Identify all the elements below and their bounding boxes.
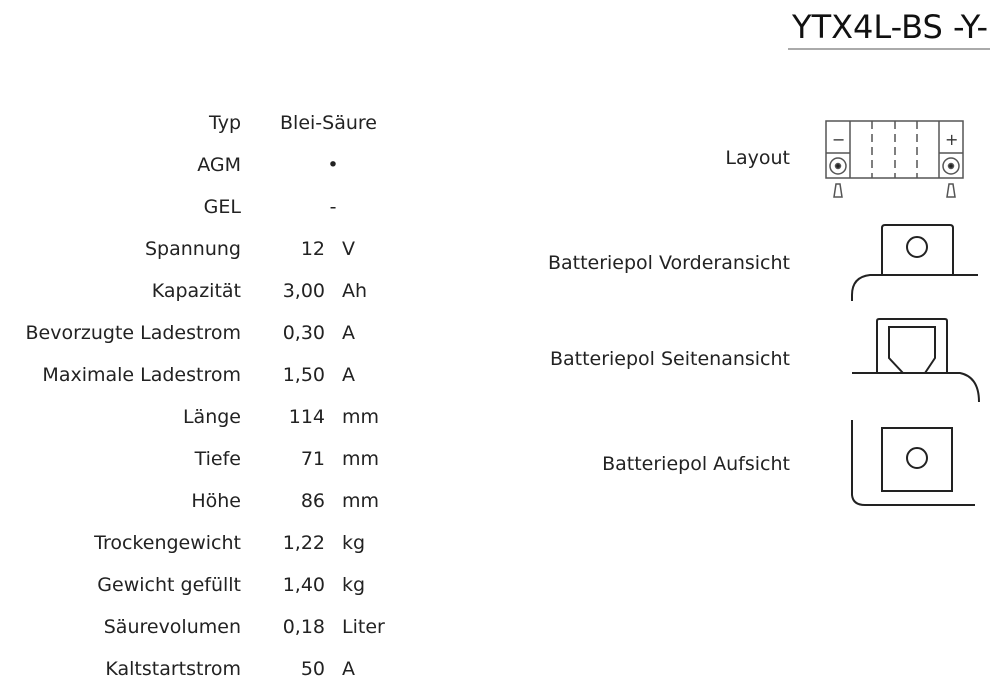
spec-unit: A — [342, 322, 355, 344]
battery-layout-icon: − + — [825, 120, 964, 198]
plus-sign: + — [945, 130, 958, 149]
spec-label: Trockengewicht — [94, 532, 241, 554]
terminal-side-view-icon — [852, 318, 980, 403]
spec-unit: Liter — [342, 616, 385, 638]
spec-value: - — [329, 196, 337, 218]
spec-unit: V — [342, 238, 355, 260]
spec-label: Maximale Ladestrom — [42, 364, 241, 386]
spec-row: Gewicht gefüllt 1,40 kg — [0, 564, 420, 606]
spec-unit: mm — [342, 406, 380, 428]
layout-label: Layout — [725, 147, 790, 169]
spec-unit: mm — [342, 490, 380, 512]
spec-unit: kg — [342, 532, 366, 554]
spec-value: 1,50 — [282, 364, 325, 386]
side-view-label: Batteriepol Seitenansicht — [549, 348, 790, 370]
spec-row: Bevorzugte Ladestrom 0,30 A — [0, 312, 420, 354]
spec-value: 50 — [300, 658, 325, 680]
spec-label: Höhe — [191, 490, 241, 512]
spec-row: Maximale Ladestrom 1,50 A — [0, 354, 420, 396]
spec-label: Kaltstartstrom — [105, 658, 241, 680]
spec-value: 71 — [300, 448, 325, 470]
spec-label: Kapazität — [151, 280, 241, 302]
spec-row: Typ Blei-Säure — [0, 102, 420, 144]
spec-value: • — [327, 154, 339, 176]
spec-value: Blei-Säure — [280, 112, 377, 134]
spec-label: GEL — [203, 196, 241, 218]
spec-label: Tiefe — [194, 448, 241, 470]
spec-unit: A — [342, 364, 355, 386]
spec-label: Bevorzugte Ladestrom — [25, 322, 241, 344]
terminal-top-view-icon — [851, 420, 975, 506]
spec-row: Höhe 86 mm — [0, 480, 420, 522]
spec-row: Spannung 12 V — [0, 228, 420, 270]
spec-value: 3,00 — [282, 280, 325, 302]
spec-label: Gewicht gefüllt — [97, 574, 241, 596]
product-title: YTX4L-BS -Y- — [788, 8, 990, 50]
spec-row: AGM • — [0, 144, 420, 186]
spec-label: AGM — [197, 154, 241, 176]
spec-value: 1,22 — [282, 532, 325, 554]
spec-value: 0,18 — [282, 616, 325, 638]
spec-row: Tiefe 71 mm — [0, 438, 420, 480]
spec-value: 0,30 — [282, 322, 325, 344]
spec-row: Säurevolumen 0,18 Liter — [0, 606, 420, 648]
minus-sign: − — [832, 130, 845, 149]
spec-value: 86 — [300, 490, 325, 512]
top-view-label: Batteriepol Aufsicht — [602, 453, 790, 475]
spec-row: Kaltstartstrom 50 A — [0, 648, 420, 690]
spec-row: Trockengewicht 1,22 kg — [0, 522, 420, 564]
front-view-label: Batteriepol Vorderansicht — [547, 252, 790, 274]
spec-row: Kapazität 3,00 Ah — [0, 270, 420, 312]
spec-label: Länge — [182, 406, 241, 428]
spec-unit: mm — [342, 448, 380, 470]
spec-row: Länge 114 mm — [0, 396, 420, 438]
spec-label: Spannung — [145, 238, 241, 260]
spec-value: 114 — [288, 406, 325, 428]
spec-unit: kg — [342, 574, 366, 596]
spec-unit: A — [342, 658, 355, 680]
spec-value: 12 — [300, 238, 325, 260]
spec-unit: Ah — [342, 280, 368, 302]
spec-value: 1,40 — [282, 574, 325, 596]
terminal-front-view-icon — [851, 224, 978, 301]
spec-label: Säurevolumen — [103, 616, 241, 638]
spec-label: Typ — [209, 112, 241, 134]
spec-row: GEL - — [0, 186, 420, 228]
